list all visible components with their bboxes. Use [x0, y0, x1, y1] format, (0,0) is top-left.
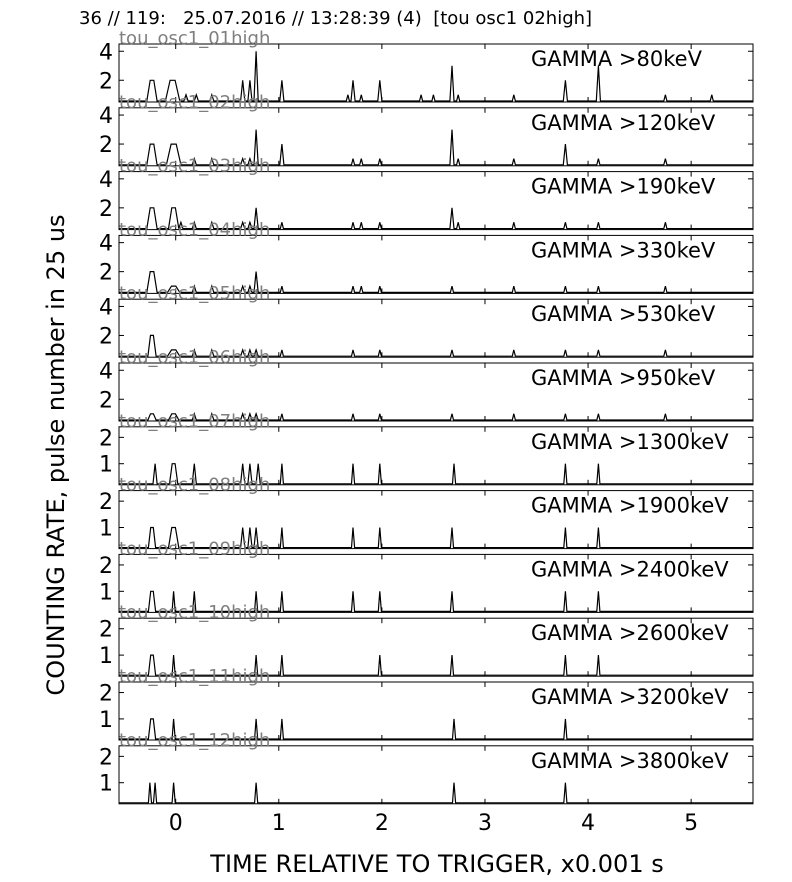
y-tick-label: 4	[99, 40, 113, 65]
panel-frame	[118, 107, 754, 167]
series-trace	[119, 718, 753, 740]
y-tick-label: 1	[99, 644, 113, 669]
band-label: GAMMA >3800keV	[531, 749, 729, 773]
y-tick-label: 2	[99, 388, 113, 413]
panel-frame	[118, 43, 754, 103]
band-label: GAMMA >190keV	[531, 175, 716, 199]
panel-frame	[118, 490, 754, 550]
y-tick-label: 2	[99, 490, 113, 515]
y-tick-label: 2	[99, 426, 113, 451]
series-trace	[119, 411, 753, 421]
channel-label: tou_osc1_11high	[119, 666, 270, 687]
y-tick-label: 1	[99, 772, 113, 797]
y-tick-label: 1	[99, 517, 113, 542]
channel-label: tou_osc1_05high	[119, 283, 270, 304]
band-label: GAMMA >120keV	[531, 111, 716, 135]
x-tick-label: 0	[169, 811, 183, 836]
y-tick-label: 2	[99, 745, 113, 770]
panel-frame	[118, 362, 754, 422]
x-tick-label: 3	[478, 811, 492, 836]
band-label: GAMMA >80keV	[531, 47, 703, 71]
y-tick-label: 4	[99, 359, 113, 384]
panel-frame	[118, 617, 754, 677]
series-trace	[119, 334, 753, 357]
y-tick-label: 2	[99, 682, 113, 707]
y-tick-label: 2	[99, 133, 113, 158]
y-tick-label: 2	[99, 324, 113, 349]
channel-label: tou_osc1_03high	[119, 156, 270, 177]
y-tick-label: 2	[99, 197, 113, 222]
panel-frame	[118, 553, 754, 613]
panel-frame	[118, 234, 754, 294]
band-label: GAMMA >950keV	[531, 366, 716, 390]
band-label: GAMMA >2400keV	[531, 557, 729, 581]
y-tick-label: 2	[99, 554, 113, 579]
x-tick-label: 1	[272, 811, 286, 836]
channel-label: tou_osc1_04high	[119, 219, 270, 240]
channel-label: tou_osc1_07high	[119, 411, 270, 432]
y-tick-label: 4	[99, 232, 113, 257]
series-trace	[119, 129, 753, 166]
band-label: GAMMA >330keV	[531, 238, 716, 262]
band-label: GAMMA >3200keV	[531, 685, 729, 709]
y-tick-label: 1	[99, 580, 113, 605]
x-axis-label: TIME RELATIVE TO TRIGGER, x0.001 s	[209, 850, 663, 878]
panel-frame	[118, 426, 754, 486]
band-label: GAMMA >1900keV	[531, 494, 729, 518]
series-trace	[119, 590, 753, 612]
chart-header: 36 // 119: 25.07.2016 // 13:28:39 (4) [t…	[79, 8, 593, 29]
channel-label: tou_osc1_10high	[119, 602, 270, 623]
channel-label: tou_osc1_09high	[119, 538, 270, 559]
band-label: GAMMA >1300keV	[531, 430, 729, 454]
y-tick-label: 2	[99, 69, 113, 94]
series-trace	[119, 654, 753, 676]
series-trace	[119, 51, 753, 102]
x-tick-label: 4	[581, 811, 595, 836]
series-trace	[119, 207, 753, 230]
series-trace	[119, 463, 753, 485]
y-tick-label: 4	[99, 168, 113, 193]
channel-label: tou_osc1_02high	[119, 92, 270, 113]
series-trace	[119, 271, 753, 293]
band-label: GAMMA >530keV	[531, 302, 716, 326]
channel-label: tou_osc1_12high	[119, 730, 270, 751]
panel-frame	[118, 745, 754, 805]
x-tick-label: 2	[375, 811, 389, 836]
panel-frame	[118, 681, 754, 741]
y-tick-label: 4	[99, 295, 113, 320]
y-tick-label: 4	[99, 104, 113, 129]
y-tick-label: 2	[99, 261, 113, 286]
band-label: GAMMA >2600keV	[531, 621, 729, 645]
series-trace	[119, 782, 753, 804]
channel-label: tou_osc1_01high	[119, 28, 270, 49]
channel-label: tou_osc1_06high	[119, 347, 270, 368]
panel-frame	[118, 171, 754, 231]
y-axis-label: COUNTING RATE, pulse number in 25 us	[42, 214, 70, 695]
panel-frame	[118, 298, 754, 358]
y-tick-label: 2	[99, 618, 113, 643]
series-trace	[119, 526, 753, 549]
x-tick-label: 5	[684, 811, 698, 836]
channel-label: tou_osc1_08high	[119, 475, 270, 496]
y-tick-label: 1	[99, 453, 113, 478]
y-tick-label: 1	[99, 708, 113, 733]
